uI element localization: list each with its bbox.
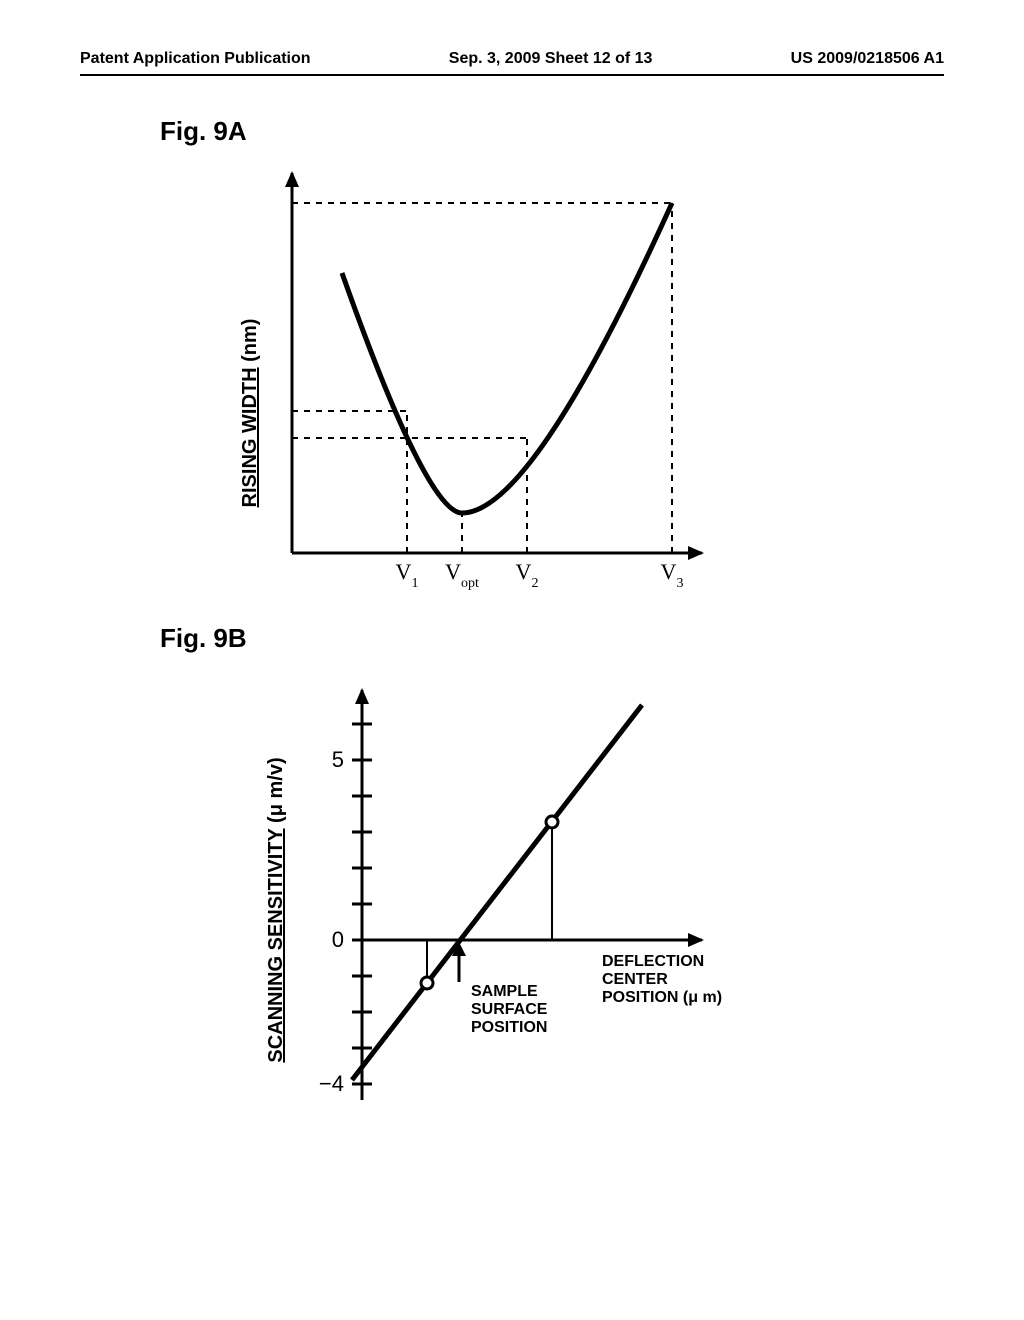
header-right: US 2009/0218506 A1 [791, 50, 944, 68]
svg-text:−4: −4 [319, 1071, 344, 1096]
page-header: Patent Application Publication Sep. 3, 2… [80, 50, 944, 76]
header-center: Sep. 3, 2009 Sheet 12 of 13 [449, 50, 653, 68]
fig-9a-label: Fig. 9A [160, 116, 944, 147]
svg-text:RISING WIDTH (nm): RISING WIDTH (nm) [239, 319, 261, 508]
svg-text:POSITION: POSITION [471, 1019, 547, 1036]
fig-9b-svg: 5 0 −4 SCANNING SENSITIVITY (μ m/v) SAMPLESU… [232, 660, 792, 1130]
fig-9a-svg: RISING WIDTH (nm) V1 Vopt V2 V3 [232, 153, 792, 613]
svg-text:SURFACE: SURFACE [471, 1001, 548, 1018]
svg-text:0: 0 [332, 927, 344, 952]
svg-text:5: 5 [332, 747, 344, 772]
svg-text:Vopt: Vopt [445, 559, 479, 591]
svg-text:DEFLECTION: DEFLECTION [602, 953, 704, 970]
svg-text:SCANNING SENSITIVITY (μ m/v): SCANNING SENSITIVITY (μ m/v) [265, 757, 287, 1062]
svg-text:POSITION (μ m): POSITION (μ m) [602, 989, 722, 1006]
header-left: Patent Application Publication [80, 50, 311, 68]
svg-text:CENTER: CENTER [602, 971, 668, 988]
svg-text:V1: V1 [396, 559, 419, 591]
svg-text:SAMPLE: SAMPLE [471, 983, 538, 1000]
fig-9b-chart: 5 0 −4 SCANNING SENSITIVITY (μ m/v) SAMPLESU… [80, 660, 944, 1130]
svg-text:V2: V2 [516, 559, 539, 591]
fig-9a-chart: RISING WIDTH (nm) V1 Vopt V2 V3 [80, 153, 944, 613]
svg-text:V3: V3 [661, 559, 684, 591]
fig-9b-label: Fig. 9B [160, 623, 944, 654]
